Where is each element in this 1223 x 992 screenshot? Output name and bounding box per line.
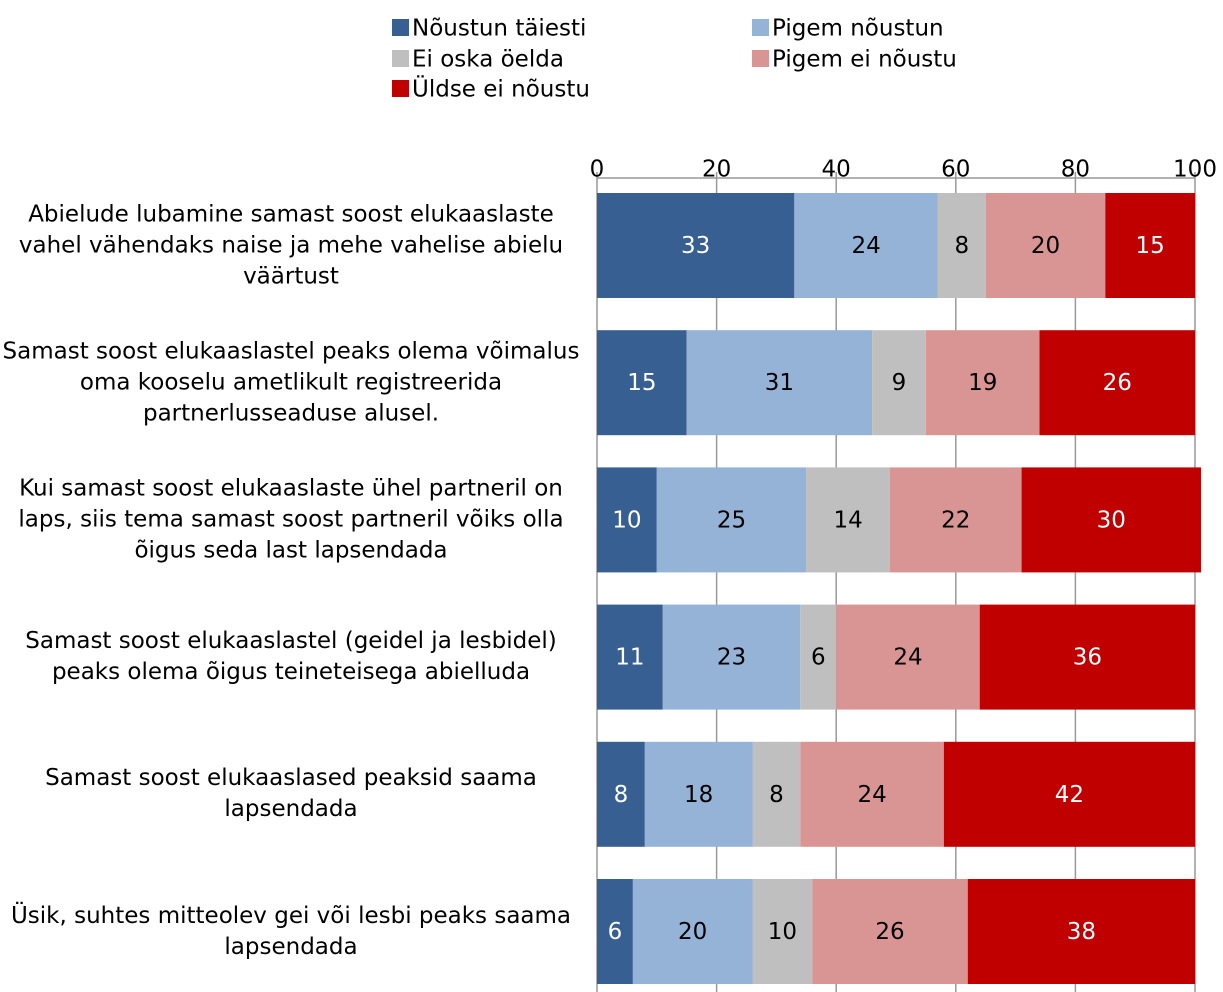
value-label: 6 bbox=[811, 645, 826, 671]
value-label: 24 bbox=[893, 645, 922, 671]
category-label: Samast soost elukaaslased peaksid saama … bbox=[45, 765, 537, 823]
value-label: 20 bbox=[678, 919, 707, 945]
bar-segment bbox=[1105, 193, 1195, 298]
x-tick-label: 0 bbox=[590, 157, 605, 183]
bar-segment bbox=[752, 741, 801, 847]
legend-swatch bbox=[392, 19, 409, 36]
bar-segment bbox=[752, 879, 813, 984]
bar-segment bbox=[806, 467, 891, 573]
value-label: 10 bbox=[612, 507, 641, 533]
legend-swatch bbox=[752, 50, 769, 67]
value-label: 9 bbox=[892, 370, 907, 396]
bar-segment bbox=[872, 330, 926, 436]
legend-swatch bbox=[752, 19, 769, 36]
value-label: 24 bbox=[857, 782, 886, 808]
value-label: 6 bbox=[608, 919, 623, 945]
bar-segment bbox=[890, 467, 1022, 573]
x-tick-label: 40 bbox=[822, 157, 851, 183]
x-tick-label: 100 bbox=[1173, 157, 1217, 183]
value-label: 18 bbox=[684, 782, 713, 808]
bar-segment bbox=[597, 330, 687, 436]
legend-label: Nõustun täiesti bbox=[412, 16, 586, 42]
legend-label: Üldse ei nõustu bbox=[412, 75, 590, 103]
bar-segment bbox=[985, 193, 1106, 298]
x-tick-label: 20 bbox=[702, 157, 731, 183]
value-label: 31 bbox=[765, 370, 794, 396]
value-label: 14 bbox=[834, 507, 863, 533]
value-label: 23 bbox=[717, 645, 746, 671]
category-label: Üsik, suhtes mitteolev gei või lesbi pea… bbox=[10, 902, 572, 960]
x-tick-label: 60 bbox=[941, 157, 970, 183]
value-label: 38 bbox=[1067, 919, 1096, 945]
value-label: 26 bbox=[875, 919, 904, 945]
value-label: 33 bbox=[681, 233, 710, 259]
bar-segment bbox=[800, 741, 944, 847]
bar-segment bbox=[1039, 330, 1195, 436]
category-label: Samast soost elukaaslastel (geidel ja le… bbox=[25, 628, 557, 686]
value-label: 25 bbox=[717, 507, 746, 533]
value-label: 24 bbox=[851, 233, 880, 259]
legend-label: Ei oska öelda bbox=[412, 47, 564, 73]
bar-segment bbox=[597, 467, 657, 573]
legend-label: Pigem ei nõustu bbox=[772, 47, 957, 73]
bar-segment bbox=[967, 879, 1195, 984]
bar-segment bbox=[836, 604, 980, 710]
value-label: 11 bbox=[615, 645, 644, 671]
value-label: 42 bbox=[1055, 782, 1084, 808]
bar-segment bbox=[686, 330, 873, 436]
value-label: 30 bbox=[1097, 507, 1126, 533]
value-label: 22 bbox=[941, 507, 970, 533]
bar-segment bbox=[794, 193, 938, 298]
category-label: Kui samast soost elukaaslaste ühel partn… bbox=[18, 475, 564, 564]
bar-segment bbox=[943, 741, 1195, 847]
bar-segment bbox=[662, 604, 801, 710]
bar-segment bbox=[644, 741, 753, 847]
value-label: 8 bbox=[954, 233, 969, 259]
value-label: 20 bbox=[1031, 233, 1060, 259]
value-label: 8 bbox=[769, 782, 784, 808]
bar-segment bbox=[979, 604, 1195, 710]
value-label: 8 bbox=[614, 782, 629, 808]
value-label: 26 bbox=[1103, 370, 1132, 396]
bar-segment bbox=[937, 193, 986, 298]
category-label: Samast soost elukaaslastel peaks olema v… bbox=[2, 338, 580, 427]
bar-segment bbox=[597, 193, 795, 298]
x-tick-label: 80 bbox=[1061, 157, 1090, 183]
value-label: 15 bbox=[1136, 233, 1165, 259]
value-label: 10 bbox=[768, 919, 797, 945]
bar-segment bbox=[597, 604, 663, 710]
legend-swatch bbox=[392, 80, 409, 97]
bar-segment bbox=[597, 741, 645, 847]
value-label: 19 bbox=[968, 370, 997, 396]
legend-label: Pigem nõustun bbox=[772, 16, 944, 42]
bar-segment bbox=[1021, 467, 1201, 573]
bar-segment bbox=[812, 879, 968, 984]
bar-segment bbox=[632, 879, 753, 984]
value-label: 15 bbox=[627, 370, 656, 396]
category-label: Abielude lubamine samast soost elukaasla… bbox=[18, 201, 564, 289]
value-label: 36 bbox=[1073, 645, 1102, 671]
bar-segment bbox=[597, 879, 633, 984]
bar-segment bbox=[800, 604, 837, 710]
bar-segment bbox=[925, 330, 1040, 436]
legend-swatch bbox=[392, 50, 409, 67]
bar-segment bbox=[656, 467, 807, 573]
